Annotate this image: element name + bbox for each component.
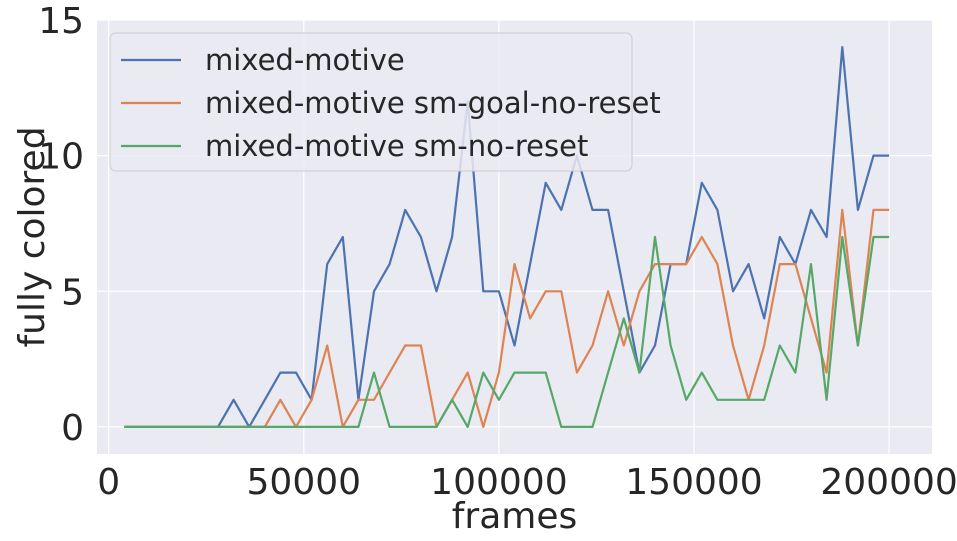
x-tick-label: 0	[97, 462, 120, 503]
y-tick-label: 15	[38, 1, 84, 42]
legend-label: mixed-motive	[205, 43, 405, 77]
legend-box	[109, 32, 633, 172]
legend-label: mixed-motive sm-goal-no-reset	[205, 86, 661, 120]
y-tick-labels: 0 5 10 15	[38, 1, 84, 449]
x-tick-label: 150000	[625, 462, 762, 503]
x-axis-label: frames	[452, 496, 578, 537]
legend: mixed-motive mixed-motive sm-goal-no-rese…	[109, 32, 661, 172]
series-lines	[124, 45, 890, 428]
y-tick-label: 10	[38, 137, 84, 178]
y-tick-label: 0	[61, 408, 84, 449]
x-tick-label: 200000	[820, 462, 957, 503]
legend-label: mixed-motive sm-no-reset	[205, 129, 588, 163]
x-tick-label: 100000	[430, 462, 567, 503]
y-axis-label: fully colored	[12, 126, 53, 347]
x-tick-label: 50000	[247, 462, 362, 503]
y-tick-label: 5	[61, 272, 84, 313]
x-tick-labels: 0 50000 100000 150000 200000	[97, 462, 957, 503]
series-line-3	[124, 235, 890, 428]
